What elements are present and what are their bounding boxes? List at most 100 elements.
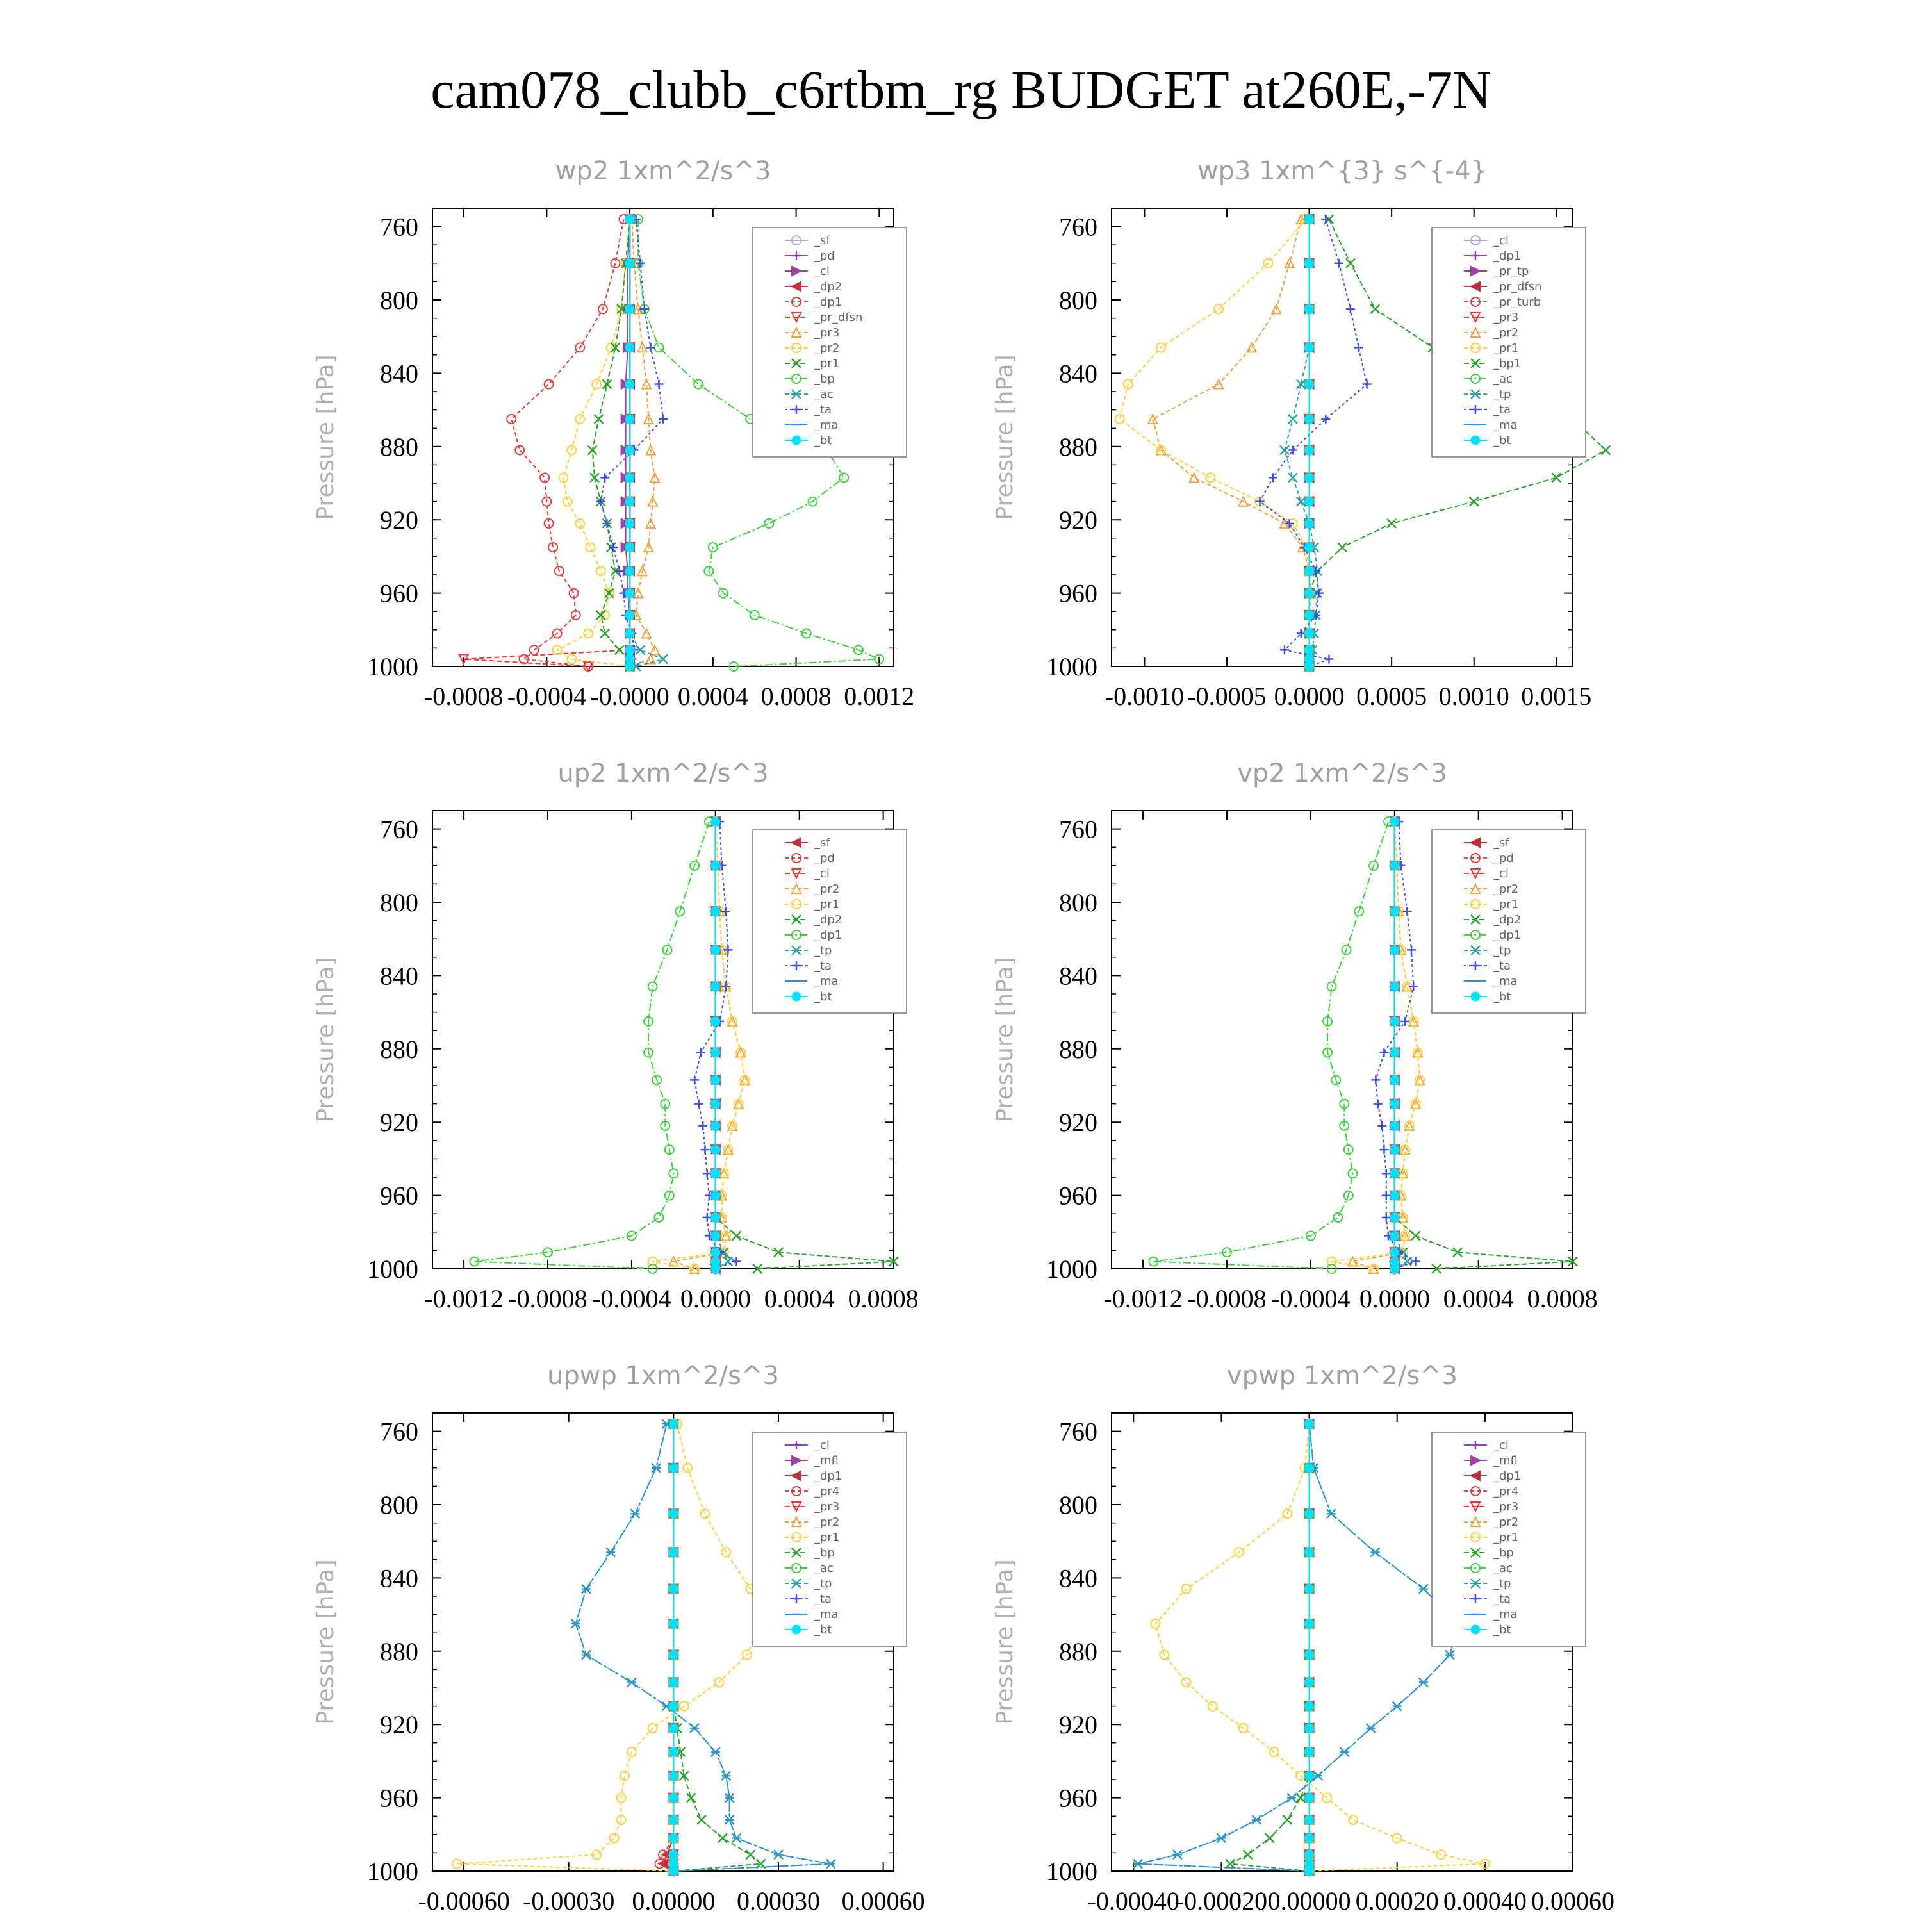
- data-point_dp1: [1326, 1264, 1337, 1274]
- x-tick-label: -0.0012: [1103, 1284, 1182, 1313]
- legend-label: _bt: [1493, 434, 1511, 447]
- data-point_ta: [1379, 1145, 1389, 1155]
- data-point_pr1: [600, 628, 611, 639]
- data-point_bt: [668, 1771, 678, 1781]
- legend-label: _cl: [1493, 867, 1509, 880]
- legend: _cl _mfl _dp1 _pr4 _pr3_pr2 _pr1 _bp _ac _tp _ta _…: [1431, 1432, 1586, 1647]
- series_tp: [1133, 1419, 1464, 1876]
- data-point_bt: [1390, 1191, 1400, 1201]
- y-tick-label: 880: [1059, 433, 1097, 461]
- legend-marker: [791, 297, 801, 307]
- legend-item: _pd: [785, 852, 835, 865]
- legend-label: _pr2: [814, 882, 839, 896]
- legend-marker: [791, 265, 803, 277]
- y-tick-label: 920: [380, 506, 418, 534]
- data-point_bp1: [1370, 304, 1381, 315]
- data-point_pr1: [741, 1649, 752, 1660]
- legend-marker: [1470, 235, 1481, 245]
- x-tick-label: -0.0004: [592, 1284, 671, 1313]
- legend-item: _dp1: [1464, 929, 1521, 942]
- series_ac: [625, 214, 668, 672]
- legend-box: [752, 227, 907, 458]
- data-point_bp: [718, 588, 729, 599]
- data-point_bp: [749, 609, 760, 620]
- legend-item: _pr_dfsn: [1464, 280, 1541, 293]
- data-point_pr2: [552, 645, 563, 656]
- legend-label: _pr_turb: [1493, 295, 1541, 309]
- series-line_ta: [694, 822, 738, 1269]
- data-point_ta: [1280, 645, 1289, 655]
- x-tick-label: 0.0004: [1443, 1284, 1514, 1313]
- data-point_dp1: [597, 304, 608, 315]
- data-point_pr1: [647, 1722, 658, 1733]
- series_ma: [1133, 1423, 1463, 1872]
- data-point_dp1: [643, 1047, 654, 1058]
- data-point_bp1: [1386, 518, 1397, 529]
- data-point_bp: [1295, 1792, 1306, 1803]
- data-point_pr1: [587, 445, 598, 456]
- legend-marker: [1470, 374, 1481, 384]
- data-point_bt: [1304, 472, 1315, 483]
- data-point_pr1: [1233, 1547, 1244, 1558]
- series_ta: [1255, 215, 1372, 671]
- legend-label: _cl: [814, 867, 830, 880]
- plot-title: vp2 1xm^2/s^3: [1237, 759, 1447, 788]
- series-line_dp1: [1153, 821, 1389, 1269]
- series-line_pr2: [671, 822, 746, 1269]
- legend-marker: [791, 374, 801, 384]
- data-point_dp1: [1354, 906, 1365, 917]
- legend-label: _ac: [814, 1562, 834, 1575]
- data-point_bt: [625, 566, 635, 576]
- wp3-panel: wp3 1xm^{3} s^{-4} Pressure [hPa] 760 800 84…: [974, 154, 1653, 724]
- legend-label: _dp1: [814, 1469, 842, 1483]
- data-point_pr1: [595, 610, 606, 620]
- data-point_bp: [1264, 1833, 1275, 1844]
- legend-marker: [1470, 1486, 1481, 1496]
- data-point_bt: [625, 518, 635, 529]
- data-point_bt: [1304, 414, 1315, 424]
- data-point_bt: [1304, 542, 1315, 552]
- legend-label: _sf: [1493, 836, 1509, 850]
- legend-label: _pr1: [814, 357, 839, 370]
- legend-item: _pr3: [1464, 1500, 1518, 1514]
- series_pr1: [452, 1419, 766, 1876]
- data-point_ta: [1362, 379, 1372, 389]
- x-tick-label: 0.00020: [1356, 1887, 1439, 1915]
- data-point_pr1: [609, 1833, 620, 1844]
- series_bt: [710, 816, 721, 1274]
- data-point_dp2: [1431, 1264, 1442, 1274]
- data-point_ta: [1379, 1048, 1389, 1057]
- y-axis-label: Pressure [hPa]: [992, 1559, 1018, 1724]
- y-tick-label: 960: [380, 1182, 418, 1210]
- y-tick-label: 920: [1059, 506, 1097, 534]
- data-point_bt: [625, 472, 635, 483]
- data-point_ta: [694, 1099, 703, 1109]
- data-point_bt: [668, 1815, 678, 1825]
- data-point_bt: [625, 610, 635, 620]
- series-line_pr_dfsn: [463, 219, 631, 667]
- data-point_pr2: [566, 654, 577, 665]
- data-point_pr1: [733, 1098, 744, 1109]
- data-point_pr1: [727, 1016, 737, 1027]
- series-line_pr1: [1154, 1424, 1486, 1872]
- data-point_pr1: [739, 1075, 750, 1086]
- legend-marker: [791, 326, 802, 338]
- legend-label: _sf: [814, 234, 830, 247]
- legend-marker: [1471, 405, 1480, 414]
- x-tick-label: 0.0005: [1356, 682, 1427, 711]
- legend-marker: [1470, 1624, 1481, 1635]
- data-point_pr1: [1400, 1144, 1411, 1155]
- legend-item: _ta: [1464, 1592, 1511, 1606]
- data-point_pr4: [654, 1858, 665, 1869]
- data-point_ta: [636, 258, 645, 268]
- data-point_pr1: [1269, 1747, 1279, 1758]
- legend-label: _pr_dfsn: [1493, 280, 1541, 293]
- legend-marker: [792, 1594, 801, 1603]
- legend-item: _pr_dfsn: [785, 311, 862, 324]
- legend-item: _pr2: [1464, 326, 1518, 340]
- y-tick-label: 920: [380, 1108, 418, 1137]
- series-line_pr1: [591, 219, 631, 666]
- legend-box: [752, 829, 907, 1014]
- legend-item: _mfl: [1464, 1454, 1518, 1467]
- wp2-chart: wp2 1xm^2/s^3 Pressure [hPa] 760 800 840 880 9…: [313, 156, 914, 711]
